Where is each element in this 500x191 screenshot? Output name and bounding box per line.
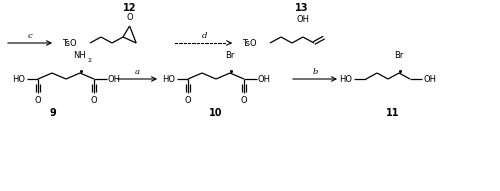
Text: Br: Br xyxy=(226,51,234,60)
Text: d: d xyxy=(202,32,207,40)
Text: 2: 2 xyxy=(88,58,92,63)
Text: O: O xyxy=(126,13,133,22)
Text: NH: NH xyxy=(74,51,86,60)
Text: HO: HO xyxy=(12,74,25,83)
Text: 13: 13 xyxy=(295,3,308,13)
Text: O: O xyxy=(90,96,98,105)
Text: OH: OH xyxy=(108,74,121,83)
Text: c: c xyxy=(28,32,32,40)
Text: O: O xyxy=(34,96,42,105)
Text: OH: OH xyxy=(258,74,271,83)
Text: 11: 11 xyxy=(386,108,400,118)
Text: a: a xyxy=(135,68,140,76)
Text: HO: HO xyxy=(339,74,352,83)
Text: O: O xyxy=(240,96,248,105)
Text: 10: 10 xyxy=(209,108,223,118)
Text: O: O xyxy=(184,96,192,105)
Text: OH: OH xyxy=(296,15,310,24)
Text: 12: 12 xyxy=(123,3,136,13)
Text: TsO: TsO xyxy=(242,39,256,48)
Text: OH: OH xyxy=(423,74,436,83)
Text: Br: Br xyxy=(394,51,404,60)
Text: b: b xyxy=(312,68,318,76)
Text: TsO: TsO xyxy=(62,39,76,48)
Text: 9: 9 xyxy=(50,108,56,118)
Text: HO: HO xyxy=(162,74,175,83)
